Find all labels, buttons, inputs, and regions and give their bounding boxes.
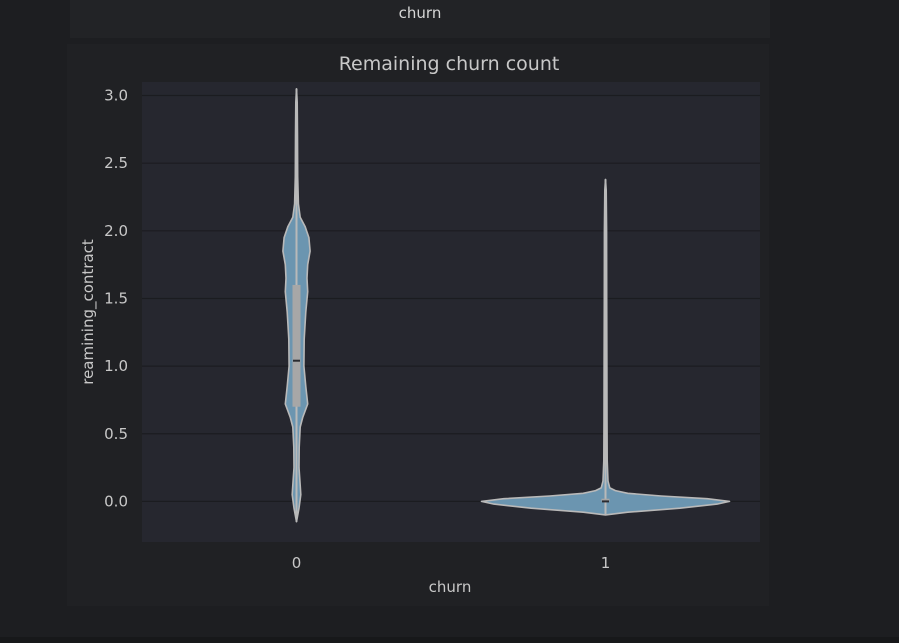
facet-header-label: churn	[398, 4, 442, 22]
x-tick-label: 0	[292, 554, 302, 572]
grid-lines	[142, 94, 760, 503]
y-tick-labels: 0.0 0.5 1.0 1.5 2.0 2.5 3.0	[104, 87, 128, 511]
y-tick-label: 3.0	[104, 87, 128, 105]
violins	[282, 88, 731, 523]
violin-box-0	[292, 284, 301, 407]
violin-box-1	[601, 498, 610, 502]
y-tick-label: 2.5	[104, 154, 128, 172]
y-axis-label: reamining_contract	[79, 239, 98, 385]
violin-chart: Remaining churn count 0.0 0.5 1.0 1.5 2.0 2.5…	[79, 53, 760, 596]
plot-area	[142, 82, 760, 542]
facet-header: churn	[70, 0, 770, 38]
y-tick-label: 0.5	[104, 425, 128, 443]
y-tick-label: 1.5	[104, 289, 128, 307]
chart-figure: Remaining churn count 0.0 0.5 1.0 1.5 2.0 2.5…	[67, 44, 769, 606]
x-axis-label: churn	[429, 578, 472, 596]
chart-title: Remaining churn count	[339, 53, 560, 75]
y-tick-label: 1.0	[104, 357, 128, 375]
x-tick-label: 1	[601, 554, 611, 572]
y-tick-label: 0.0	[104, 492, 128, 510]
bottom-border	[0, 637, 899, 643]
y-tick-label: 2.0	[104, 222, 128, 240]
